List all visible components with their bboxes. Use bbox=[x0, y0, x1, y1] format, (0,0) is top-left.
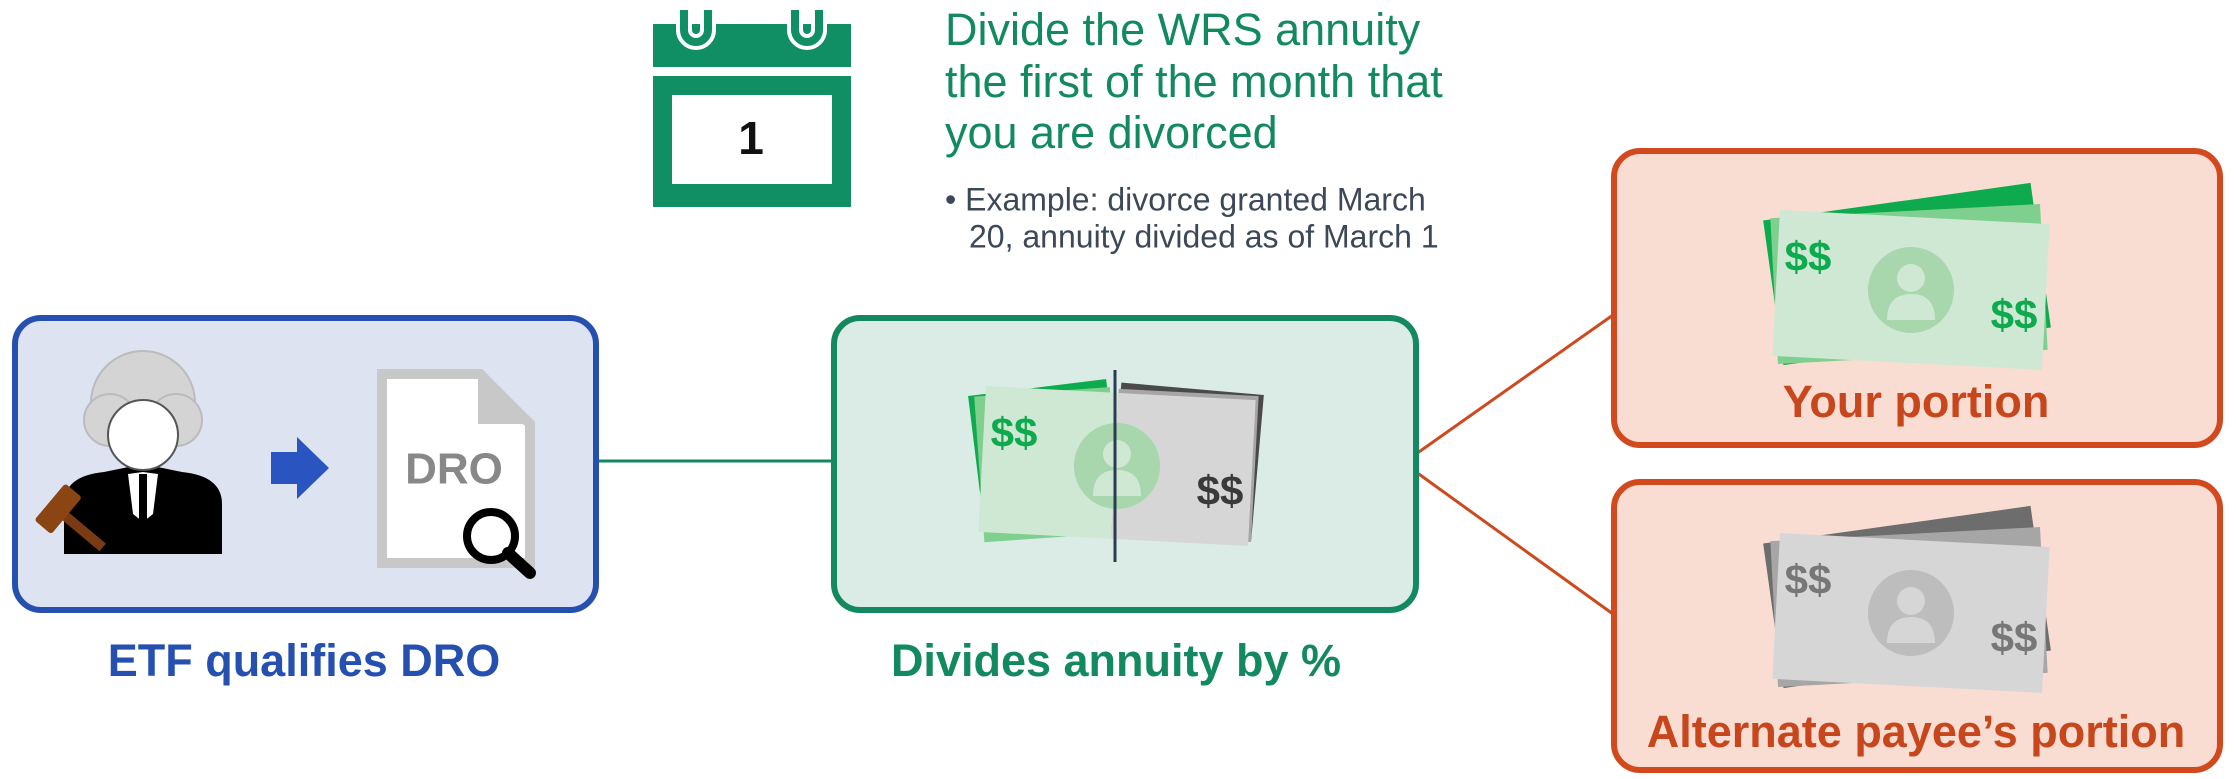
document-text: DRO bbox=[405, 445, 503, 494]
bill-mark: $$ bbox=[1785, 556, 1832, 603]
bill-mark: $$ bbox=[1991, 291, 2038, 338]
calendar-icon: 1 bbox=[653, 10, 851, 207]
node-label: Alternate payee’s portion bbox=[1647, 706, 2185, 757]
portrait-head bbox=[1897, 587, 1925, 615]
bill-mark: $$ bbox=[991, 409, 1038, 456]
heading-line: you are divorced bbox=[945, 107, 1278, 158]
node-label: Divides annuity by % bbox=[891, 635, 1341, 686]
heading-line: the first of the month that bbox=[945, 56, 1443, 107]
bullet-line: • Example: divorce granted March bbox=[945, 181, 1426, 217]
connector bbox=[1416, 315, 1613, 454]
bill-mark: $$ bbox=[1785, 233, 1832, 280]
bill-mark: $$ bbox=[1991, 614, 2038, 661]
calendar-day: 1 bbox=[738, 112, 764, 164]
connector bbox=[1416, 472, 1613, 614]
bullet-line: 20, annuity divided as of March 1 bbox=[969, 218, 1439, 254]
document-icon: DRO bbox=[382, 374, 530, 573]
money-icon: $$ $$ bbox=[968, 363, 1264, 562]
node-label: ETF qualifies DRO bbox=[108, 635, 501, 686]
portrait-head bbox=[1103, 440, 1131, 468]
node-label: Your portion bbox=[1783, 376, 2050, 427]
portrait-head bbox=[1897, 264, 1925, 292]
heading-line: Divide the WRS annuity bbox=[945, 4, 1421, 55]
diagram: 1 Divide the WRS annuity the first of th… bbox=[0, 0, 2236, 774]
bill-mark: $$ bbox=[1197, 467, 1244, 514]
